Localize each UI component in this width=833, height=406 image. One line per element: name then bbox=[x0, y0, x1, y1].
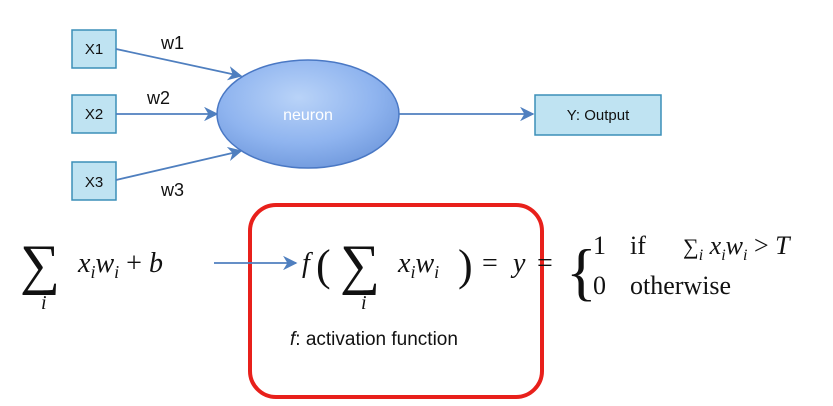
edge-x1-neuron bbox=[115, 48, 243, 81]
weight-label-w2: w2 bbox=[146, 88, 170, 108]
input-node-x2: X2 bbox=[71, 94, 117, 134]
activation-highlight-box bbox=[248, 203, 544, 399]
sum-symbol: ∑ bbox=[20, 234, 60, 296]
equals-sign-2: = bbox=[537, 248, 553, 279]
case2-value: 0 bbox=[593, 271, 606, 300]
output-label: Y: Output bbox=[567, 107, 630, 124]
sum-index-inner: i bbox=[361, 292, 367, 314]
case2-otherwise: otherwise bbox=[630, 271, 731, 300]
weighted-sum-expression: xiwi + b bbox=[77, 248, 163, 282]
weight-label-w1: w1 bbox=[160, 33, 184, 53]
caption-f: f bbox=[290, 329, 297, 350]
edge-x3-neuron bbox=[115, 146, 243, 181]
equals-sign: = bbox=[482, 248, 498, 279]
output-y: y bbox=[510, 248, 526, 279]
activation-caption: f: activation function bbox=[290, 329, 458, 350]
neuron-node: neuron bbox=[216, 59, 400, 169]
weighted-sum-formula: ∑ i xiwi + b bbox=[20, 234, 163, 314]
piecewise-definition: { 1 if ∑i xiwi > T 0 otherwise bbox=[566, 231, 791, 307]
input-label: X2 bbox=[85, 106, 103, 123]
input-label: X3 bbox=[85, 174, 103, 191]
case1-condition: ∑i xiwi > T bbox=[683, 231, 791, 264]
left-brace: { bbox=[566, 236, 597, 307]
sum-index: i bbox=[41, 292, 47, 314]
left-paren: ( bbox=[316, 241, 331, 290]
input-label: X1 bbox=[85, 41, 103, 58]
inner-expression: xiwi bbox=[397, 248, 439, 282]
input-node-x3: X3 bbox=[71, 161, 117, 201]
output-node: Y: Output bbox=[534, 94, 662, 136]
case1-value: 1 bbox=[593, 231, 606, 260]
caption-rest: : activation function bbox=[295, 329, 458, 350]
right-paren: ) bbox=[458, 241, 473, 290]
case1-if: if bbox=[630, 231, 646, 260]
sum-symbol-inner: ∑ bbox=[340, 234, 380, 296]
activation-formula: f ( ∑ i xiwi ) = y = bbox=[302, 234, 553, 314]
weight-label-w3: w3 bbox=[160, 180, 184, 200]
function-f: f bbox=[302, 248, 313, 279]
input-node-x1: X1 bbox=[71, 29, 117, 69]
neuron-label: neuron bbox=[283, 107, 333, 124]
